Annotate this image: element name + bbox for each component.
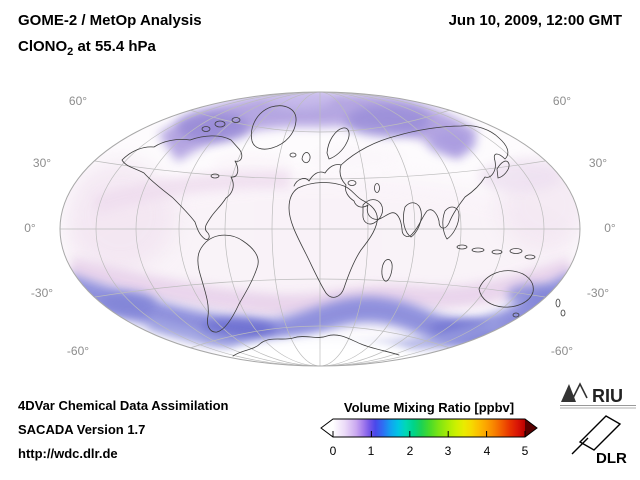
coast-caspian-sea: [374, 183, 380, 193]
coast-iceland: [289, 152, 297, 158]
colorbar-right-arrow: [525, 419, 537, 437]
lat-label-30n-left: 30°: [32, 156, 52, 170]
coast-new-zealand: [560, 309, 566, 317]
dlr-logo-text: DLR: [596, 450, 627, 467]
coast-island: [509, 248, 523, 254]
coast-japan: [496, 160, 510, 179]
colorbar-tick-2: 2: [406, 444, 414, 458]
dlr-logo-icon: [571, 437, 589, 455]
coast-great-lakes: [210, 173, 220, 179]
coast-south-america: [197, 234, 259, 333]
riu-logo-icon: [561, 384, 576, 402]
coast-tasmania: [512, 312, 520, 318]
lat-label-0-left: 0°: [24, 221, 36, 235]
riu-logo: RIU: [560, 382, 636, 409]
map-rim: [59, 91, 581, 367]
coast-black-sea: [347, 180, 357, 186]
url-label: http://wdc.dlr.de: [18, 446, 118, 461]
lat-label-0-right: 0°: [604, 221, 616, 235]
coast-scandinavia: [326, 127, 350, 160]
coast-europe: [293, 164, 342, 187]
lat-label-30n-right: 30°: [588, 156, 608, 170]
colorbar-tick-1: 1: [367, 444, 375, 458]
colorbar-tick-5: 5: [521, 444, 529, 458]
coast-asia: [339, 125, 509, 237]
colorbar-gradient: [333, 419, 525, 437]
coast-africa: [288, 182, 378, 298]
lat-label-60n-left: 60°: [68, 94, 88, 108]
coast-madagascar: [381, 259, 393, 282]
riu-logo-icon: [571, 382, 588, 401]
colorbar-title: Volume Mixing Ratio [ppbv]: [343, 400, 515, 415]
timestamp: Jun 10, 2009, 12:00 GMT: [448, 12, 622, 29]
coast-island: [491, 249, 503, 255]
coast-new-zealand: [555, 298, 561, 308]
lat-label-30s-right: -30°: [586, 286, 610, 300]
coast-british-isles: [301, 152, 311, 164]
colorbar-outline: [320, 418, 538, 438]
coast-greenland: [250, 105, 297, 150]
riu-logo-text: RIU: [592, 386, 623, 406]
coast-india: [403, 202, 422, 238]
graticule: [60, 92, 580, 366]
species-title: ClONO2 at 55.4 hPa: [18, 38, 156, 58]
page-title: GOME-2 / MetOp Analysis: [18, 12, 202, 29]
colorbar-tick-3: 3: [444, 444, 452, 458]
coast-arctic-island: [231, 117, 241, 123]
colorbar: [320, 418, 538, 438]
lat-label-30s-left: -30°: [30, 286, 54, 300]
coast-australia: [478, 270, 534, 308]
lat-label-60n-right: 60°: [552, 94, 572, 108]
coast-arabia: [362, 199, 383, 225]
coast-island: [456, 244, 468, 250]
coast-arctic-island: [201, 126, 211, 132]
coast-indochina: [442, 206, 460, 240]
coast-island: [524, 254, 536, 260]
colorbar-left-arrow: [321, 419, 333, 437]
lat-label-60s-right: -60°: [550, 344, 574, 358]
coast-island: [471, 247, 485, 253]
assimilation-label: 4DVar Chemical Data Assimilation: [18, 398, 229, 413]
version-label: SACADA Version 1.7: [18, 422, 146, 437]
coast-arctic-island: [214, 120, 226, 128]
dlr-logo-icon: [578, 415, 622, 451]
coast-north-america: [121, 135, 243, 240]
coastlines: [121, 105, 566, 357]
dlr-logo: DLR: [571, 415, 627, 467]
colorbar-tick-marks: [332, 431, 526, 437]
lat-label-60s-left: -60°: [66, 344, 90, 358]
colorbar-tick-0: 0: [329, 444, 337, 458]
colorbar-tick-4: 4: [483, 444, 491, 458]
coast-antarctica: [232, 334, 400, 357]
